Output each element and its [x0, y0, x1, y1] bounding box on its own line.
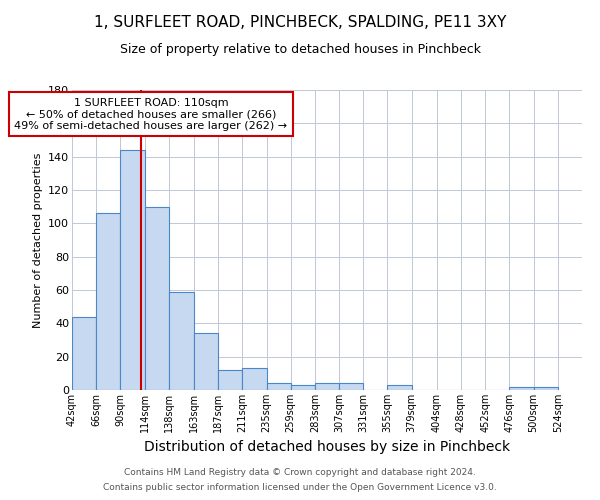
Bar	[533, 386, 558, 390]
Bar	[388, 385, 412, 390]
Bar	[315, 384, 339, 390]
Bar	[509, 386, 533, 390]
X-axis label: Distribution of detached houses by size in Pinchbeck: Distribution of detached houses by size …	[144, 440, 510, 454]
Text: Contains public sector information licensed under the Open Government Licence v3: Contains public sector information licen…	[103, 483, 497, 492]
Bar	[291, 385, 315, 390]
Text: Size of property relative to detached houses in Pinchbeck: Size of property relative to detached ho…	[119, 42, 481, 56]
Bar	[339, 384, 363, 390]
Bar	[121, 150, 145, 390]
Bar	[242, 368, 266, 390]
Bar	[194, 334, 218, 390]
Bar	[266, 384, 291, 390]
Bar	[72, 316, 96, 390]
Y-axis label: Number of detached properties: Number of detached properties	[32, 152, 43, 328]
Bar	[145, 206, 169, 390]
Bar	[96, 214, 121, 390]
Text: 1, SURFLEET ROAD, PINCHBECK, SPALDING, PE11 3XY: 1, SURFLEET ROAD, PINCHBECK, SPALDING, P…	[94, 15, 506, 30]
Text: Contains HM Land Registry data © Crown copyright and database right 2024.: Contains HM Land Registry data © Crown c…	[124, 468, 476, 477]
Bar	[169, 292, 194, 390]
Text: 1 SURFLEET ROAD: 110sqm
← 50% of detached houses are smaller (266)
49% of semi-d: 1 SURFLEET ROAD: 110sqm ← 50% of detache…	[14, 98, 287, 130]
Bar	[218, 370, 242, 390]
